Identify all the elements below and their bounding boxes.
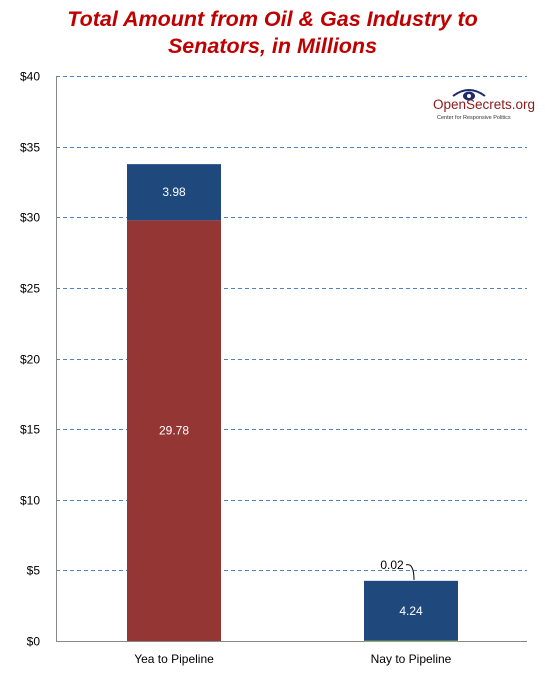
category-label: Nay to Pipeline [371,652,452,666]
bar-segment [364,640,458,642]
y-axis: $0 $5 $10 $15 $20 $25 $30 $35 $40 [20,70,527,649]
y-tick-label: $40 [20,70,40,84]
x-axis: Yea to Pipeline Nay to Pipeline [134,652,451,666]
gridlines [56,76,527,571]
logo-tagline: Center for Responsive Politics [437,115,511,121]
chart-title-line1: Total Amount from Oil & Gas Industry to [67,7,478,31]
y-tick-label: $10 [20,494,40,508]
y-tick-label: $15 [20,423,40,437]
data-label: 0.02 [380,558,404,572]
eye-icon [452,89,486,101]
y-tick-label: $35 [20,141,40,155]
leader-line [405,564,415,580]
y-tick-label: $25 [20,282,40,296]
chart-title-line2: Senators, in Millions [167,34,378,58]
data-label: 3.98 [162,185,186,199]
data-label: 4.24 [399,604,423,618]
category-label: Yea to Pipeline [134,652,214,666]
data-labels: 29.78 3.98 0.02 4.24 [159,185,423,618]
bars [127,164,458,642]
bar-segment [364,580,458,641]
bar-segment [127,220,221,642]
y-tick-label: $5 [27,564,41,578]
data-label: 29.78 [159,424,189,438]
y-tick-label: $30 [20,211,40,225]
y-tick-label: $0 [27,635,41,649]
y-tick-label: $20 [20,353,40,367]
bar-segment [127,164,221,221]
opensecrets-logo: OpenSecrets.org Center for Responsive Po… [431,88,535,128]
chart-title: Total Amount from Oil & Gas Industry to … [0,6,545,60]
logo-text: OpenSecrets.org [433,97,536,112]
